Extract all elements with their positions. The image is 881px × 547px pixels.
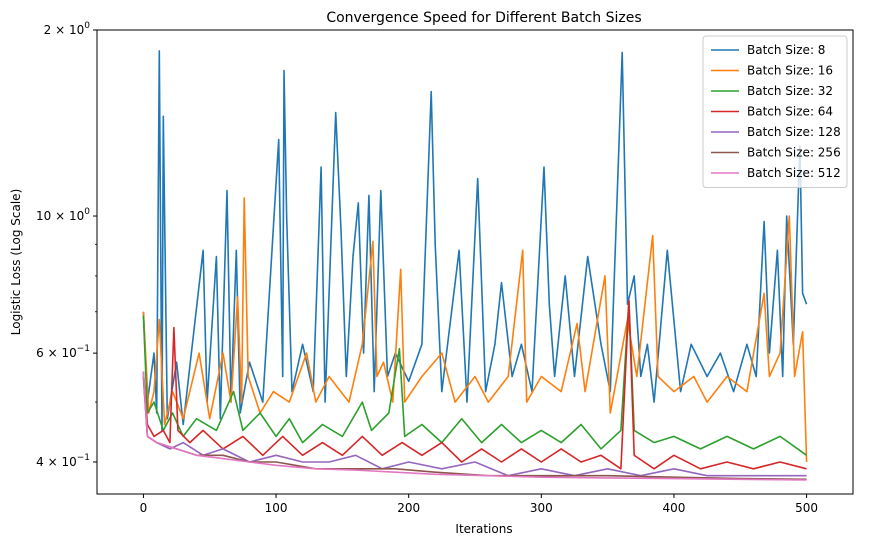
y-axis-label: Logistic Loss (Log Scale) xyxy=(9,189,23,336)
series-line-4 xyxy=(142,299,807,470)
legend-entry-2: Batch Size: 16 xyxy=(747,64,833,78)
legend-entry-5: Batch Size: 128 xyxy=(747,125,841,139)
legend-entry-1: Batch Size: 8 xyxy=(747,43,825,57)
x-tick-label: 200 xyxy=(397,501,420,515)
series-line-5 xyxy=(142,376,807,477)
plot-frame xyxy=(96,29,854,495)
x-tick-label: 400 xyxy=(662,501,685,515)
series-line-7 xyxy=(142,371,807,481)
legend-entry-6: Batch Size: 256 xyxy=(747,146,841,160)
y-tick-label: 2 × 100 xyxy=(44,21,91,37)
legend-box xyxy=(702,35,848,188)
legend: Batch Size: 8 Batch Size: 16 Batch Size: 3… xyxy=(702,35,848,188)
series-line-1 xyxy=(142,50,808,432)
x-axis-label: Iterations xyxy=(455,522,512,536)
x-tick-label: 300 xyxy=(530,501,553,515)
chart-title: Convergence Speed for Different Batch Si… xyxy=(326,10,641,26)
series-line-3 xyxy=(142,299,808,456)
y-axis: 4 × 10−1 6 × 10−1 10 × 100 2 × 100 xyxy=(36,21,97,469)
legend-entry-3: Batch Size: 32 xyxy=(747,84,833,98)
series-layer xyxy=(142,50,808,481)
x-axis: 0 100 200 300 400 500 xyxy=(140,494,818,515)
series-line-2 xyxy=(142,197,808,463)
legend-entry-7: Batch Size: 512 xyxy=(747,166,841,180)
legend-entry-4: Batch Size: 64 xyxy=(747,105,833,119)
y-tick-label: 6 × 10−1 xyxy=(36,344,90,360)
y-tick-label: 10 × 100 xyxy=(36,207,90,223)
x-tick-label: 0 xyxy=(140,501,148,515)
x-tick-label: 500 xyxy=(795,501,818,515)
x-tick-label: 100 xyxy=(265,501,288,515)
y-tick-label: 4 × 10−1 xyxy=(36,453,90,469)
